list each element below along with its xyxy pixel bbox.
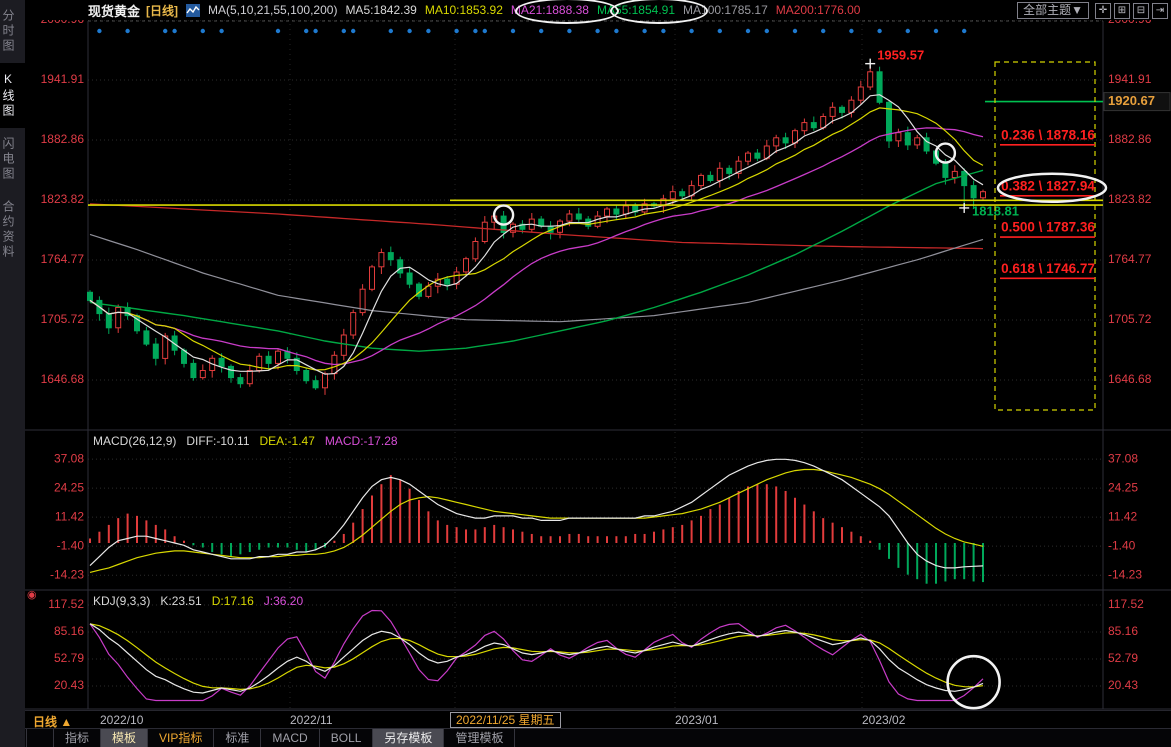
svg-text:1764.77: 1764.77	[1108, 252, 1152, 266]
svg-text:-1.40: -1.40	[57, 538, 85, 552]
svg-text:1959.57: 1959.57	[877, 47, 924, 62]
svg-text:1764.77: 1764.77	[41, 252, 85, 266]
svg-text:1823.82: 1823.82	[1108, 192, 1152, 206]
svg-text:24.25: 24.25	[54, 480, 84, 494]
left-sidebar: 分时图 K线图闪电图合约资料	[0, 0, 25, 747]
svg-text:37.08: 37.08	[1108, 451, 1138, 465]
bottom-toolbar: 指标 模板 VIP指标 标准 MACD BOLL 另存模板 管理模板	[0, 728, 1171, 747]
svg-text:1705.72: 1705.72	[1108, 312, 1152, 326]
toolbar-tab-指标[interactable]: 指标	[54, 729, 102, 747]
ma-settings: MA(5,10,21,55,100,200)	[208, 3, 338, 17]
fit-chart-icon[interactable]: ⊞	[1114, 2, 1130, 19]
toolbar-tab-BOLL[interactable]: BOLL	[320, 729, 374, 747]
svg-text:52.79: 52.79	[54, 651, 84, 665]
macd-title-params: MACD(26,12,9)	[93, 434, 177, 448]
svg-text:20.43: 20.43	[54, 678, 84, 692]
symbol-name: 现货黄金	[88, 3, 141, 19]
ma-value-0: MA5:1842.39	[345, 3, 417, 17]
chart-header: 现货黄金 [日线] MA(5,10,21,55,100,200) MA5:184…	[25, 0, 1171, 20]
date-label-0: 2022/10	[100, 713, 144, 727]
svg-text:0.382 \ 1827.94: 0.382 \ 1827.94	[1001, 178, 1095, 193]
kdj-panel-title: KDJ(9,3,3) K:23.51 D:17.16 J:36.20	[93, 594, 313, 608]
svg-text:52.79: 52.79	[1108, 651, 1138, 665]
svg-text:1920.67: 1920.67	[1108, 93, 1155, 108]
svg-text:0.618 \ 1746.77: 0.618 \ 1746.77	[1001, 261, 1095, 276]
svg-text:1882.86: 1882.86	[41, 132, 85, 146]
ma-value-3: MA55:1854.91	[596, 3, 676, 17]
date-axis-row: 日线 ▲ 2022/10 2022/11 2023/01 2023/02 2022/1…	[0, 710, 1171, 729]
ma-value-2: MA21:1888.38	[510, 3, 589, 17]
macd-panel-title: MACD(26,12,9) DIFF:-10.11 DEA:-1.47 MACD:-1…	[93, 434, 408, 448]
sidebar-item-2[interactable]: 闪电图	[1, 137, 15, 182]
svg-text:1646.68: 1646.68	[41, 372, 85, 386]
sidebar-item-3[interactable]: 合约资料	[1, 200, 15, 260]
macd-title-value-2: MACD:-17.28	[324, 434, 398, 448]
toolbar-tab-MACD[interactable]: MACD	[261, 729, 320, 747]
svg-text:24.25: 24.25	[1108, 480, 1138, 494]
kdj-title-value-0: K:23.51	[160, 594, 202, 608]
macd-title-value-1: DEA:-1.47	[259, 434, 315, 448]
svg-text:37.08: 37.08	[54, 451, 84, 465]
date-label-2: 2023/01	[675, 713, 719, 727]
shift-right-icon[interactable]: ⇥	[1152, 2, 1168, 19]
svg-text:11.42: 11.42	[1108, 509, 1137, 523]
ma-value-5: MA200:1776.00	[775, 3, 861, 17]
selected-date-box: 2022/11/25 星期五	[450, 712, 561, 728]
svg-text:1941.91: 1941.91	[1108, 72, 1152, 86]
toolbar-tab-管理模板[interactable]: 管理模板	[444, 729, 516, 747]
svg-text:85.16: 85.16	[54, 624, 84, 638]
crosshair-icon[interactable]: ✛	[1095, 2, 1111, 19]
ma-values: MA5:1842.39 MA10:1853.92 MA21:1888.38 MA55:…	[337, 3, 860, 17]
svg-text:117.52: 117.52	[1108, 597, 1144, 611]
svg-text:1882.86: 1882.86	[1108, 132, 1152, 146]
svg-text:85.16: 85.16	[1108, 624, 1138, 638]
sidebar-item-0[interactable]: 分时图	[1, 9, 15, 54]
date-label-1: 2022/11	[290, 713, 333, 727]
svg-text:-14.23: -14.23	[50, 567, 84, 581]
header-tool-buttons: ✛ ⊞ ⊟ ⇥	[1095, 2, 1171, 19]
sidebar-item-1[interactable]: K线图	[0, 63, 25, 128]
svg-text:1823.82: 1823.82	[41, 192, 85, 206]
svg-text:11.42: 11.42	[55, 509, 84, 523]
svg-text:-1.40: -1.40	[1108, 538, 1136, 552]
ma-value-4: MA100:1785.17	[683, 3, 768, 17]
mini-chart-icon	[186, 3, 201, 17]
toolbar-tab-标准[interactable]: 标准	[214, 729, 262, 747]
svg-text:20.43: 20.43	[1108, 678, 1138, 692]
timeframe-button[interactable]: 日线 ▲	[33, 715, 73, 729]
date-label-3: 2023/02	[862, 713, 906, 727]
scale-chart-icon[interactable]: ⊟	[1133, 2, 1149, 19]
toolbar-tab-模板[interactable]: 模板	[101, 729, 149, 747]
macd-title-value-0: DIFF:-10.11	[186, 434, 250, 448]
kdj-title-value-2: J:36.20	[263, 594, 304, 608]
svg-text:1818.81: 1818.81	[972, 204, 1019, 219]
svg-text:1705.72: 1705.72	[41, 312, 85, 326]
toolbar-tab-另存模板[interactable]: 另存模板	[373, 729, 445, 747]
period-label: [日线]	[146, 3, 179, 18]
ma-value-1: MA10:1853.92	[424, 3, 503, 17]
svg-text:0.236 \ 1878.16: 0.236 \ 1878.16	[1001, 127, 1095, 142]
svg-text:117.52: 117.52	[48, 597, 84, 611]
toolbar-cell-empty-0[interactable]	[0, 729, 27, 747]
chart-canvas[interactable]: 2000.962000.961941.911941.911882.861882.…	[0, 0, 1171, 710]
kdj-title-params: KDJ(9,3,3)	[93, 594, 151, 608]
toolbar-tab-VIP指标[interactable]: VIP指标	[148, 729, 215, 747]
toolbar-cell-empty-1[interactable]	[27, 729, 54, 747]
svg-text:-14.23: -14.23	[1108, 567, 1142, 581]
svg-text:0.500 \ 1787.36: 0.500 \ 1787.36	[1001, 220, 1095, 235]
svg-text:1646.68: 1646.68	[1108, 372, 1152, 386]
kdj-title-value-1: D:17.16	[211, 594, 254, 608]
alarm-icon[interactable]: ◉	[27, 589, 37, 601]
theme-dropdown-button[interactable]: 全部主题▼	[1017, 1, 1089, 19]
svg-text:1941.91: 1941.91	[41, 72, 85, 86]
